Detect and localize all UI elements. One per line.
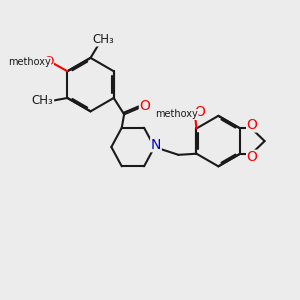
Text: CH₃: CH₃ <box>32 94 54 107</box>
Text: O: O <box>43 55 53 68</box>
Text: CH₃: CH₃ <box>92 33 114 46</box>
Text: N: N <box>151 138 161 152</box>
Text: methoxy: methoxy <box>8 57 51 67</box>
Text: O: O <box>140 99 150 113</box>
Text: O: O <box>247 118 258 132</box>
Text: O: O <box>194 105 205 119</box>
Text: methoxy: methoxy <box>155 110 198 119</box>
Text: O: O <box>247 150 258 164</box>
